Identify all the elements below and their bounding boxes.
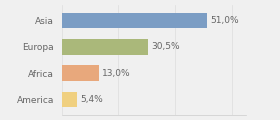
Text: 13,0%: 13,0% (102, 69, 130, 78)
Bar (62, 65, 99, 81)
Text: 30,5%: 30,5% (152, 42, 180, 51)
Bar (62, 92, 77, 107)
Bar (62, 39, 148, 55)
Text: 5,4%: 5,4% (80, 95, 103, 104)
Text: 51,0%: 51,0% (210, 16, 239, 25)
Bar (62, 13, 207, 28)
